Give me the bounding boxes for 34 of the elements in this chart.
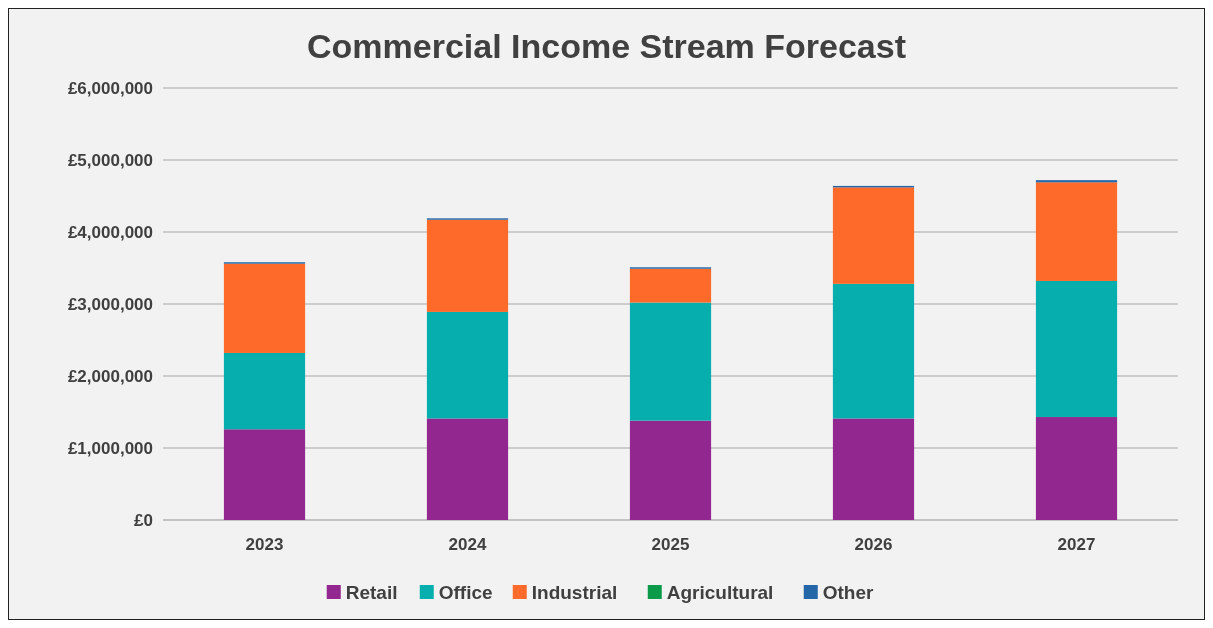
y-tick-label: £2,000,000 bbox=[67, 366, 153, 386]
bar bbox=[223, 352, 306, 430]
bar bbox=[832, 418, 915, 520]
x-tick-label: 2027 bbox=[1057, 535, 1096, 554]
legend-label: Agricultural bbox=[666, 581, 774, 603]
legend-label: Retail bbox=[345, 581, 398, 603]
x-tick-label: 2023 bbox=[245, 535, 284, 554]
bar bbox=[426, 219, 509, 312]
y-tick-label: £6,000,000 bbox=[67, 78, 153, 98]
bar bbox=[629, 420, 712, 520]
bar bbox=[1035, 417, 1118, 520]
bar bbox=[1035, 280, 1118, 418]
x-tick-label: 2025 bbox=[651, 535, 690, 554]
bar bbox=[629, 302, 712, 421]
bar bbox=[223, 429, 306, 520]
bar bbox=[223, 263, 306, 353]
legend-label: Office bbox=[438, 581, 493, 603]
y-tick-label: £1,000,000 bbox=[67, 438, 153, 458]
bar bbox=[1035, 180, 1118, 183]
bar bbox=[426, 311, 509, 419]
chart-title: Commercial Income Stream Forecast bbox=[306, 27, 907, 65]
y-tick-label: £4,000,000 bbox=[67, 222, 153, 242]
legend-label: Industrial bbox=[531, 581, 618, 603]
bar bbox=[832, 187, 915, 284]
x-tick-label: 2026 bbox=[854, 535, 893, 554]
y-tick-label: £3,000,000 bbox=[67, 294, 153, 314]
bar bbox=[1035, 182, 1118, 281]
bar bbox=[426, 418, 509, 520]
bar bbox=[629, 268, 712, 303]
y-tick-label: £0 bbox=[134, 510, 153, 530]
y-tick-label: £5,000,000 bbox=[67, 150, 153, 170]
x-tick-label: 2024 bbox=[448, 535, 487, 554]
legend-label: Other bbox=[822, 581, 875, 603]
bar bbox=[832, 283, 915, 419]
